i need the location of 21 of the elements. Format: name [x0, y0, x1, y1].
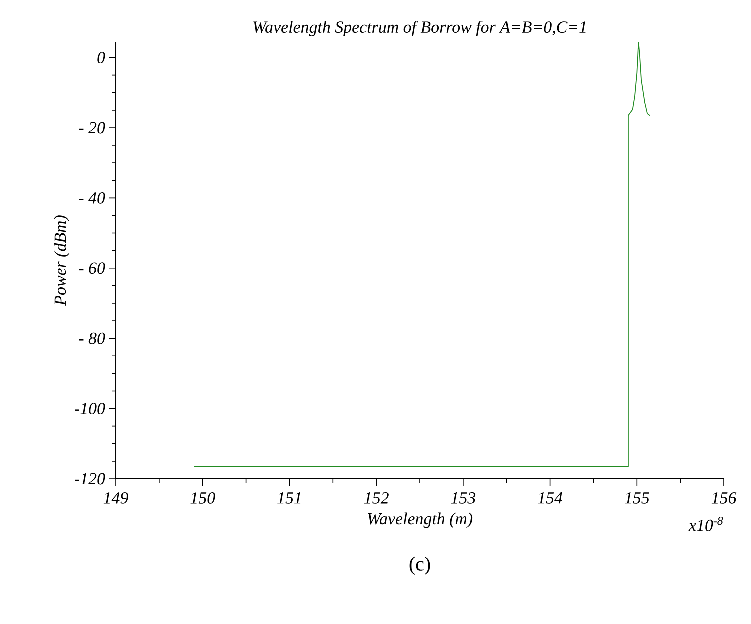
y-tick-label: - 40 — [79, 192, 106, 204]
x-tick-label: 150 — [190, 492, 216, 504]
y-axis-title: Power (dBm) — [54, 216, 70, 306]
x-tick-label: 152 — [364, 492, 389, 504]
y-tick-label: -120 — [75, 473, 106, 485]
x-tick-label: 155 — [625, 492, 650, 504]
chart-title: Wavelength Spectrum of Borrow for A=B=0,C=1 — [254, 20, 586, 36]
y-tick-label: - 20 — [79, 122, 106, 134]
x-tick-label: 153 — [451, 492, 476, 504]
x-tick-label: 154 — [538, 492, 563, 504]
x-tick-label: 149 — [104, 492, 128, 504]
y-tick-label: - 80 — [79, 332, 106, 344]
y-tick-label: -100 — [75, 403, 106, 415]
y-tick-label: 0 — [98, 52, 106, 64]
y-tick-label: - 60 — [79, 262, 106, 274]
x-axis-title: Wavelength (m) — [368, 512, 473, 528]
text: (c) — [410, 556, 430, 575]
x-tick-label: 156 — [712, 492, 737, 504]
x-tick-label: 151 — [278, 492, 301, 504]
line-series — [194, 42, 651, 468]
text: x10$^{-8}$ — [688, 517, 724, 532]
